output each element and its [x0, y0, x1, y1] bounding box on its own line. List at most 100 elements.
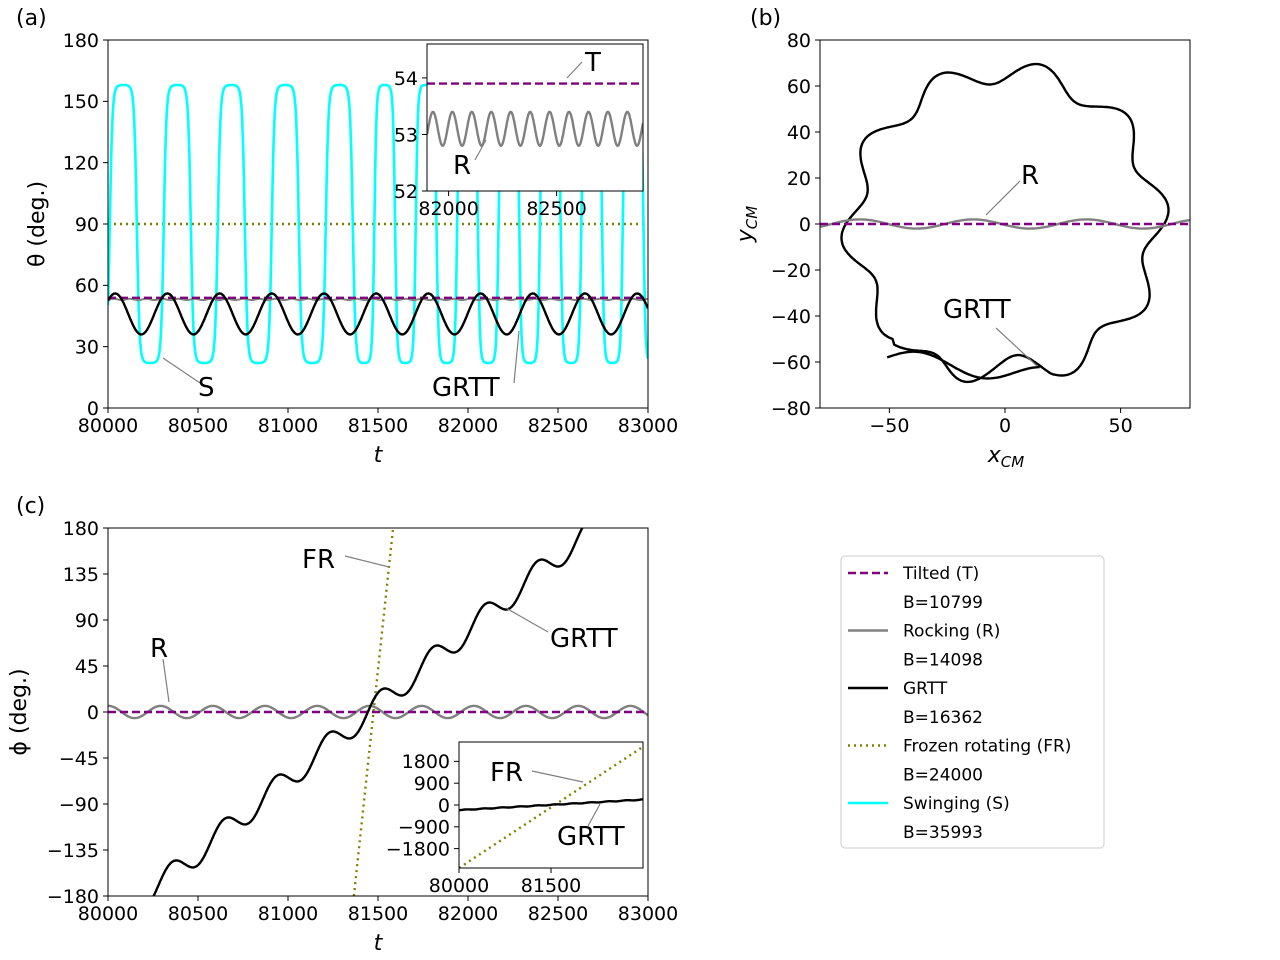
panel-c-ytick-label: −45: [59, 748, 99, 770]
panel-a-label: (a): [16, 6, 47, 31]
legend-sub: B=10799: [903, 593, 983, 613]
panel-b-y-label: yCM: [733, 206, 761, 244]
inset-a-xtick-label: 82000: [418, 198, 478, 220]
panel-c-ytick-label: 90: [75, 610, 99, 632]
panel-a-inset: 82000 82500 52 53 54 T R: [394, 43, 644, 220]
inset-series-rocking: [427, 110, 643, 148]
inset-annotation-t-leader: [566, 61, 583, 79]
panel-a-xtick-label: 81000: [258, 415, 318, 437]
legend-label: GRTT: [903, 679, 948, 699]
annotation-grtt-b-leader: [995, 327, 1038, 367]
panel-c-y-label: ϕ (deg.): [7, 668, 32, 755]
panel-c-x-label: t: [374, 931, 384, 956]
panel-b-x-label: xCM: [987, 443, 1025, 471]
panel-a-y-label: θ (deg.): [25, 181, 50, 267]
inset-c-ytick-label: 900: [414, 773, 450, 795]
panel-a-ytick-label: 0: [87, 398, 99, 420]
panel-b: (b) −50 0 50 −80 −60 −40 −20 0 20 40 60 80 xCM yCM…: [733, 6, 1191, 471]
panel-b-xtick-label: −50: [869, 415, 909, 437]
panel-a-x-ticks: 80000 80500 81000 81500 82000 82500 83000: [78, 408, 678, 437]
panel-a: (a) 80000 80500 81000 81500 82000 82500 83000 …: [16, 6, 678, 468]
inset-series-frozen-rotating: [459, 745, 643, 868]
legend-sub: B=35993: [903, 823, 983, 843]
panel-b-ytick-label: 0: [799, 214, 811, 236]
annotation-r-b-leader: [985, 180, 1021, 216]
inset-a-background: [427, 44, 643, 191]
panel-a-xtick-label: 82500: [528, 415, 588, 437]
panel-c-xtick-label: 82000: [438, 903, 498, 925]
panel-c-plot-area: [108, 528, 648, 896]
legend: Tilted (T) B=10799 Rocking (R) B=14098 GRTT B…: [840, 555, 1105, 849]
panel-c-xtick-label: 83000: [618, 903, 678, 925]
annotation-grtt-c-leader: [505, 607, 549, 633]
series-rocking-c: [108, 704, 648, 720]
panel-a-xtick-label: 80000: [78, 415, 138, 437]
panel-c-xtick-label: 81500: [348, 903, 408, 925]
annotation-r-c: R: [150, 634, 168, 664]
panel-c-y-ticks: −180 −135 −90 −45 0 45 90 135 180: [47, 518, 108, 908]
inset-a-frame: [426, 43, 644, 192]
panel-c-xtick-label: 82500: [528, 903, 588, 925]
panel-c-label: (c): [16, 494, 45, 519]
panel-a-ytick-label: 180: [63, 30, 99, 52]
inset-c-x-ticks: 80000 81500: [429, 868, 581, 897]
legend-box: [840, 555, 1105, 849]
inset-a-plot-area: [427, 82, 643, 148]
annotation-s-leader: [162, 357, 201, 384]
annotation-r-b: R: [1021, 161, 1039, 191]
inset-annotation-grtt-leader: [587, 803, 601, 827]
legend-sub: B=14098: [903, 651, 983, 671]
legend-items: Tilted (T) B=10799 Rocking (R) B=14098 GRTT B…: [848, 564, 1071, 843]
panel-b-ytick-label: −40: [771, 306, 811, 328]
inset-c-ytick-label: −1800: [386, 838, 450, 860]
inset-a-xtick-label: 82500: [526, 198, 586, 220]
panel-a-ytick-label: 60: [75, 275, 99, 297]
panel-a-xtick-label: 81500: [348, 415, 408, 437]
inset-series-grtt: [459, 798, 643, 812]
panel-c-ytick-label: 45: [75, 656, 99, 678]
inset-a-ytick-label: 52: [394, 181, 418, 203]
legend-label: Rocking (R): [903, 622, 1000, 642]
panel-c-ytick-label: 180: [63, 518, 99, 540]
annotation-r-c-leader: [162, 658, 170, 703]
panel-a-xtick-label: 83000: [618, 415, 678, 437]
annotation-fr-leader: [344, 555, 390, 568]
inset-c-xtick-label: 81500: [521, 875, 581, 897]
panel-c-xtick-label: 81000: [258, 903, 318, 925]
legend-label: Swinging (S): [903, 794, 1010, 814]
panel-b-ytick-label: −80: [771, 398, 811, 420]
panel-c-xtick-label: 80000: [78, 903, 138, 925]
panel-b-ytick-label: 60: [787, 76, 811, 98]
panel-c-x-ticks: 80000 80500 81000 81500 82000 82500 83000: [78, 896, 678, 925]
annotation-grtt-c: GRTT: [550, 624, 618, 654]
annotation-fr: FR: [302, 545, 335, 575]
panel-a-y-ticks: 0 30 60 90 120 150 180: [63, 30, 108, 420]
inset-c-plot-area: [459, 745, 643, 868]
panel-c-xtick-label: 80500: [168, 903, 228, 925]
panel-a-ytick-label: 30: [75, 337, 99, 359]
panel-a-ytick-label: 150: [63, 91, 99, 113]
inset-c-ytick-label: −900: [398, 817, 450, 839]
panel-c-ytick-label: 0: [87, 702, 99, 724]
inset-c-xtick-label: 80000: [429, 875, 489, 897]
panel-b-xtick-label: 50: [1109, 415, 1133, 437]
series-grtt-c: [152, 528, 584, 896]
panel-b-x-ticks: −50 0 50: [869, 408, 1133, 437]
inset-annotation-fr: FR: [490, 758, 523, 788]
inset-c-ytick-label: 0: [438, 795, 450, 817]
panel-a-ytick-label: 90: [75, 214, 99, 236]
panel-b-ytick-label: −20: [771, 260, 811, 282]
panel-b-ytick-label: 40: [787, 122, 811, 144]
panel-c-ytick-label: 135: [63, 564, 99, 586]
panel-c-ytick-label: −135: [47, 840, 99, 862]
inset-annotation-r: R: [453, 151, 471, 181]
panel-c-ytick-label: −180: [47, 886, 99, 908]
inset-a-x-ticks: 82000 82500: [418, 191, 587, 220]
series-frozen-rotating-c: [352, 528, 395, 896]
inset-c-ytick-label: 1800: [402, 751, 450, 773]
legend-sub: B=24000: [903, 766, 983, 786]
inset-a-ytick-label: 54: [394, 68, 418, 90]
